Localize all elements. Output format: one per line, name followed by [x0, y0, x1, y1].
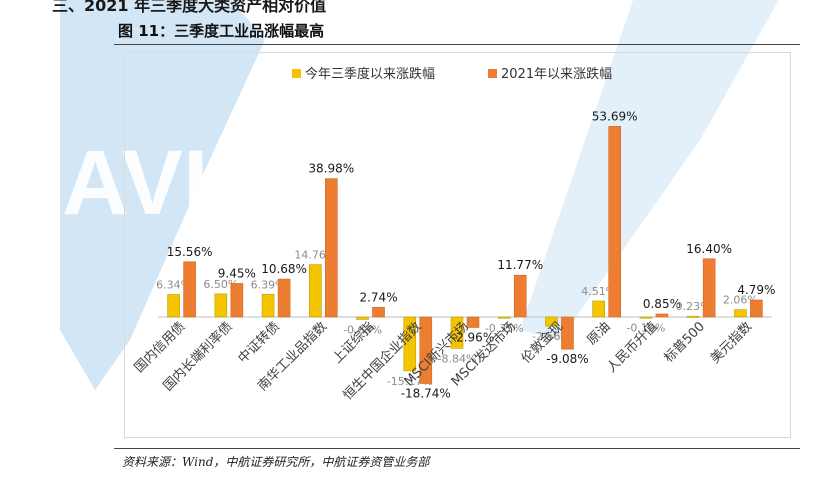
bar-s1-2 [277, 278, 291, 318]
data-label-s1-11: 16.40% [686, 242, 732, 256]
data-label-s1-9: 53.69% [592, 109, 638, 123]
data-label-s1-3: 38.98% [308, 162, 354, 176]
title-rule [114, 44, 800, 45]
source-rule [114, 448, 800, 449]
legend-label-0: 今年三季度以来涨跌幅 [305, 66, 435, 82]
category-label-2: 中证转债 [236, 319, 283, 366]
data-label-s0-10: -0.19% [626, 322, 665, 335]
category-label-9: 原油 [585, 319, 614, 348]
category-label-12: 美元指数 [708, 319, 755, 366]
data-label-s1-10: 0.85% [643, 297, 681, 311]
data-label-s1-0: 15.56% [167, 245, 213, 259]
bar-s0-2 [261, 294, 275, 318]
bar-s1-4 [372, 306, 385, 318]
legend-swatch-0 [292, 69, 301, 78]
bar-s0-9 [592, 300, 605, 318]
bar-s1-8 [561, 316, 574, 350]
legend-swatch-1 [488, 69, 497, 78]
data-label-s1-4: 2.74% [359, 290, 397, 304]
source-note: 资料来源：Wind，中航证券研究所，中航证券资管业务部 [122, 455, 430, 469]
figure-title: 图 11：三季度工业品涨幅最高 [118, 22, 325, 40]
data-label-s0-7: -0.35% [485, 322, 524, 335]
bar-s1-5 [419, 316, 433, 384]
bar-s1-0 [183, 261, 196, 318]
bar-s0-3 [309, 264, 322, 318]
data-label-s0-2: 6.39% [251, 278, 286, 291]
bar-s1-6 [466, 316, 480, 328]
bar-s0-11 [686, 315, 700, 318]
bar-s1-11 [702, 258, 716, 318]
data-label-s0-4: -0.68% [343, 323, 382, 336]
bar-s1-10 [655, 313, 669, 318]
data-label-s0-0: 6.34% [156, 278, 191, 291]
data-label-s1-8: -9.08% [546, 352, 588, 366]
data-label-s1-5: -18.74% [401, 387, 451, 401]
bar-s0-0 [167, 294, 180, 318]
data-label-s0-1: 6.50% [203, 278, 238, 291]
bar-s0-7 [497, 316, 511, 319]
bar-s0-4 [356, 316, 369, 320]
data-label-s1-1: 9.45% [218, 266, 256, 280]
bar-s1-1 [230, 283, 244, 318]
data-label-s1-7: 11.77% [497, 258, 543, 272]
data-label-s1-12: 4.79% [737, 283, 775, 297]
data-label-s0-9: 4.51% [581, 285, 616, 298]
category-label-11: 标普500 [661, 319, 708, 366]
chart-frame [124, 52, 791, 438]
bar-s0-5 [403, 316, 417, 372]
bar-s1-12 [750, 299, 763, 318]
data-label-s1-6: -2.96% [452, 331, 494, 345]
bar-s0-12 [734, 309, 747, 318]
bar-s1-3 [325, 178, 338, 318]
data-label-s0-6: -8.84% [438, 352, 477, 365]
legend-label-1: 2021年以来涨跌幅 [501, 66, 612, 82]
section-heading: 三、2021 年三季度大类资产相对价值 [52, 0, 327, 15]
data-label-s0-12: 2.06% [723, 294, 758, 307]
bar-s0-10 [639, 316, 653, 319]
bar-s1-9 [608, 126, 621, 318]
data-label-s0-11: 0.23% [676, 300, 711, 313]
data-label-s1-2: 10.68% [261, 262, 307, 276]
bar-s0-1 [214, 293, 228, 318]
bar-s0-8 [545, 316, 558, 327]
bar-s1-7 [513, 274, 527, 318]
bar-s0-6 [450, 316, 464, 349]
